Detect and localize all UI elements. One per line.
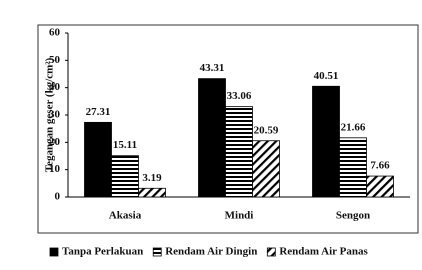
y-tick-label: 0: [55, 191, 61, 203]
y-tick-label: 10: [49, 163, 61, 175]
y-axis-label: Tegangan geser (kg/cm²): [44, 57, 56, 172]
legend-swatch: [266, 247, 276, 257]
value-label: 15.11: [113, 139, 137, 151]
y-tick-label: 60: [49, 27, 61, 39]
value-label: 3.19: [142, 172, 162, 184]
bar: [252, 140, 280, 198]
y-tick-label: 40: [49, 81, 61, 93]
y-tick-label: 30: [49, 109, 61, 121]
legend-label: Rendam Air Dingin: [165, 246, 257, 258]
bar: [138, 187, 166, 198]
bar: [111, 155, 139, 198]
x-tick-label: Sengon: [336, 210, 370, 222]
bar: [225, 106, 253, 198]
legend-label: Rendam Air Panas: [279, 246, 368, 258]
plot-frame: [37, 24, 419, 234]
legend-label: Tanpa Perlakuan: [62, 246, 143, 258]
legend-swatch: [49, 247, 59, 257]
x-tick-label: Mindi: [225, 210, 254, 222]
value-label: 43.31: [200, 62, 225, 74]
y-tick-label: 20: [49, 136, 61, 148]
bar: [312, 85, 340, 198]
value-label: 21.66: [341, 121, 366, 133]
bar: [84, 121, 112, 198]
value-label: 27.31: [86, 106, 111, 118]
bar: [366, 175, 394, 198]
bar: [198, 78, 226, 198]
bar: [339, 137, 367, 198]
x-tick-label: Akasia: [109, 210, 142, 222]
value-label: 20.59: [254, 124, 279, 136]
y-tick-label: 50: [49, 54, 61, 66]
value-label: 33.06: [227, 90, 252, 102]
value-label: 40.51: [314, 70, 339, 82]
legend-swatch: [152, 247, 162, 257]
value-label: 7.66: [370, 160, 390, 172]
